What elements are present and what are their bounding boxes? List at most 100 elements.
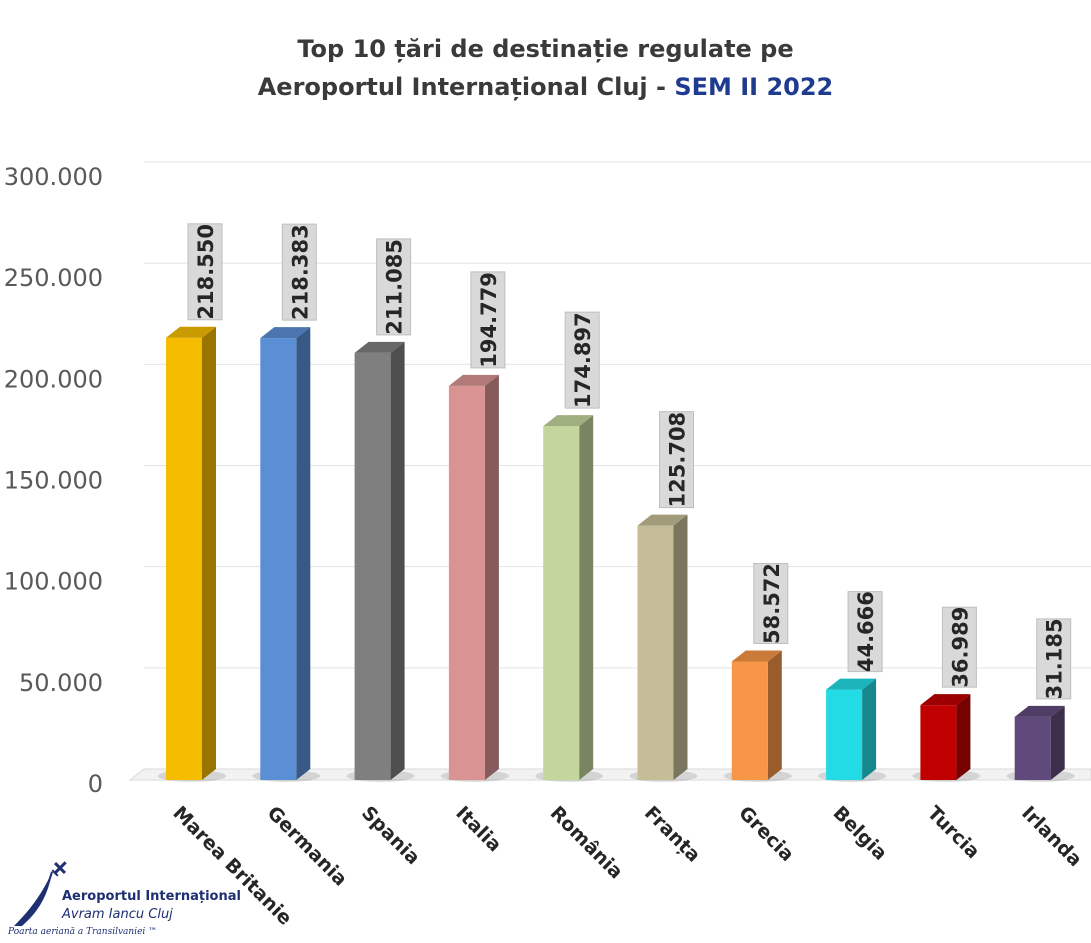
data-label: 125.708 <box>659 411 694 509</box>
data-label-box <box>564 311 600 409</box>
bar-side <box>579 415 594 780</box>
bar <box>1006 705 1075 782</box>
bar-top <box>920 694 971 706</box>
bar-side <box>956 694 971 780</box>
data-label-text: 31.185 <box>1043 618 1067 699</box>
chart-title: Top 10 țări de destinație regulate pe Ae… <box>0 30 1091 106</box>
x-tick-label: Italia <box>451 802 505 856</box>
bar-top <box>637 514 688 526</box>
bar-side <box>1050 705 1065 780</box>
bar-side <box>484 374 499 780</box>
x-tick-label: România <box>546 802 627 883</box>
data-label-box <box>187 223 223 321</box>
data-label-text: 58.572 <box>760 563 784 644</box>
bar <box>629 514 698 782</box>
bar-front <box>354 352 391 780</box>
bar-top <box>1014 705 1065 717</box>
data-label-text: 218.550 <box>194 224 218 320</box>
y-tick-label: 200.000 <box>4 365 103 393</box>
data-label-box <box>376 238 412 336</box>
bar <box>723 650 792 782</box>
airport-logo: Aeroportul Internațional Avram Iancu Clu… <box>8 858 248 943</box>
logo-name-line-2: Avram Iancu Cluj <box>62 907 173 922</box>
y-tick-label: 100.000 <box>4 568 103 596</box>
data-label-box <box>470 271 506 369</box>
data-label-text: 125.708 <box>666 412 690 508</box>
y-tick-label: 0 <box>88 770 103 798</box>
bar-front <box>448 385 485 780</box>
data-label-text: 174.897 <box>571 312 595 408</box>
bar-front <box>1014 716 1051 780</box>
bar-front <box>637 525 674 780</box>
title-line-2-prefix: Aeroportul Internațional Cluj - <box>257 73 675 101</box>
bar <box>158 326 226 782</box>
data-label-box <box>659 411 694 509</box>
x-tick-label: Turcia <box>923 802 984 863</box>
x-tick-label: Spania <box>357 802 424 869</box>
y-tick-label: 50.000 <box>19 669 103 697</box>
bar-top <box>448 374 499 386</box>
bar <box>818 678 887 782</box>
bar <box>346 341 415 782</box>
data-label-box <box>753 562 789 644</box>
bar-top <box>826 678 877 690</box>
bar-front <box>731 661 768 780</box>
data-label: 218.550 <box>187 223 223 321</box>
bar <box>912 694 981 782</box>
bar-top <box>260 327 311 339</box>
data-label: 36.989 <box>941 606 977 688</box>
title-line-1: Top 10 țări de destinație regulate pe <box>297 35 794 63</box>
bar-front <box>920 705 957 780</box>
data-label-text: 194.779 <box>477 272 501 368</box>
title-line-2-accent: SEM II 2022 <box>674 73 834 101</box>
y-tick-label: 300.000 <box>4 163 103 191</box>
bar-front <box>166 337 202 780</box>
bars <box>158 326 1075 782</box>
y-axis-ticks: 0 50.000 100.000 150.000 200.000 250.000 300.0… <box>4 163 103 798</box>
logo-name-line-1: Aeroportul Internațional <box>62 889 241 904</box>
data-label: 194.779 <box>470 271 506 369</box>
bar <box>440 374 509 782</box>
bar-top <box>731 650 782 662</box>
data-label: 31.185 <box>1036 618 1072 700</box>
x-tick-label: Irlanda <box>1017 802 1086 871</box>
data-label-box <box>1036 618 1072 700</box>
y-tick-label: 250.000 <box>4 264 103 292</box>
data-label-text: 36.989 <box>948 607 972 688</box>
bar-front <box>826 689 863 780</box>
x-tick-label: Germania <box>263 802 352 891</box>
data-label-box <box>941 606 977 688</box>
x-tick-label: Franța <box>640 802 705 867</box>
bar <box>252 327 321 782</box>
data-label-box <box>847 591 883 673</box>
data-label-text: 44.666 <box>854 591 878 672</box>
data-label: 44.666 <box>847 591 883 673</box>
data-label: 211.085 <box>376 238 412 336</box>
data-label: 58.572 <box>753 562 789 644</box>
bar-side <box>296 327 311 780</box>
bar-side <box>862 678 877 780</box>
bar-side <box>767 650 782 780</box>
data-labels: 218.550 218.383 211.085 194.779 174.897 125.7… <box>187 223 1072 700</box>
bar-side <box>673 514 688 780</box>
bar-top <box>354 341 405 353</box>
bar-side <box>390 341 405 780</box>
airplane-logo-icon <box>14 861 67 926</box>
data-label-box <box>281 223 317 321</box>
bar-side <box>202 326 216 780</box>
bar-front <box>543 426 580 780</box>
data-label-text: 211.085 <box>383 239 407 335</box>
bar-front <box>260 338 297 780</box>
y-tick-label: 150.000 <box>4 467 103 495</box>
title-line-2: Aeroportul Internațional Cluj - SEM II 2… <box>0 68 1091 106</box>
bar-top <box>543 415 594 427</box>
data-label-text: 218.383 <box>288 224 312 320</box>
data-label: 218.383 <box>281 223 317 321</box>
x-tick-label: Grecia <box>734 802 798 866</box>
bar <box>535 415 604 782</box>
bar-top <box>166 326 216 338</box>
x-tick-label: Belgia <box>829 802 892 865</box>
logo-tagline: Poarta aeriană a Transilvaniei ™ <box>8 927 158 937</box>
